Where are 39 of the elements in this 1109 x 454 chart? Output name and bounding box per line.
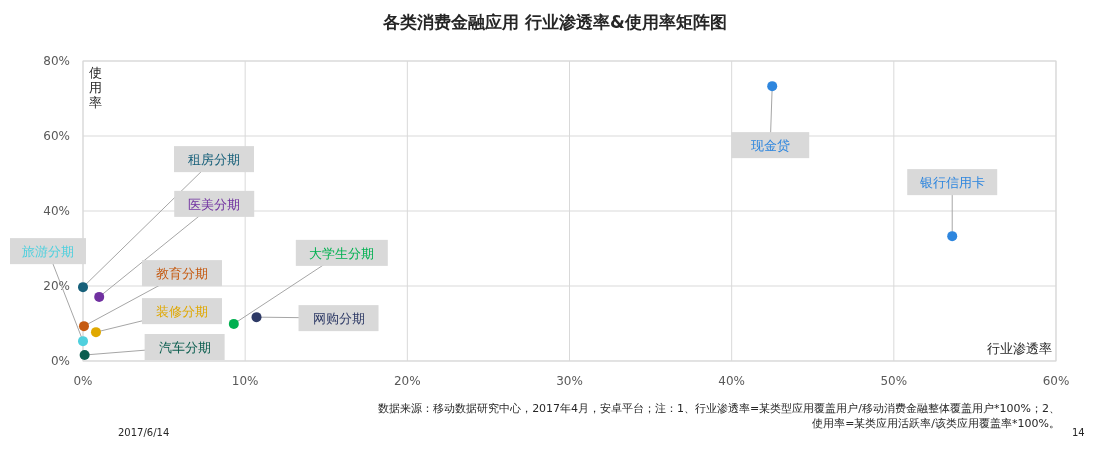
point: [947, 231, 958, 242]
point: [94, 291, 105, 302]
point: [90, 327, 101, 338]
annotation: 旅游分期: [22, 244, 74, 260]
point: [78, 336, 88, 347]
source-note: 数据来源：移动数据研究中心，2017年4月，安卓平台；注：1、行业渗透率=某类型应用覆盖用户/移动消费金融整体覆盖用户*100%；2、: [378, 402, 1060, 415]
x-tick-label: 20%: [394, 374, 421, 388]
x-tick-label: 60%: [1042, 374, 1070, 388]
point: [79, 350, 90, 360]
y-tick-label: 0%: [50, 354, 70, 368]
point: [78, 321, 89, 332]
annotation: 银行信用卡: [918, 175, 985, 191]
x-tick-label: 30%: [556, 374, 583, 388]
point: [228, 318, 239, 329]
y-tick-label: 60%: [43, 129, 70, 143]
annotation: 大学生分期: [309, 245, 375, 261]
x-tick-label: 50%: [880, 374, 908, 388]
x-tick-label: 10%: [231, 374, 259, 388]
point: [78, 282, 88, 293]
annotation: 现金贷: [750, 138, 790, 154]
annotation: 网购分期: [312, 311, 365, 327]
y-axis-title: 使用率: [88, 65, 102, 110]
annotation: 装修分期: [155, 304, 208, 320]
y-tick-label: 20%: [43, 279, 70, 293]
text: 14: [1072, 427, 1085, 438]
text: 使用率=某类应用活跃率/该类应用覆盖率*100%。: [812, 417, 1060, 430]
text: 2017/6/14: [118, 427, 170, 438]
point: [251, 312, 262, 323]
annotation: 医美分期: [188, 196, 241, 212]
x-axis-title: 行业渗透率: [987, 341, 1052, 356]
y-tick-label: 40%: [43, 204, 70, 218]
x-tick-label: 40%: [718, 374, 745, 388]
annotation: 汽车分期: [158, 340, 211, 355]
annotation: 租房分期: [188, 152, 240, 168]
chart-title: 各类消费金融应用 行业渗透率&使用率矩阵图: [382, 12, 727, 32]
point: [767, 81, 778, 92]
y-tick-label: 80%: [43, 54, 70, 68]
annotation: 教育分期: [155, 266, 208, 282]
x-tick-label: 0%: [73, 374, 93, 388]
